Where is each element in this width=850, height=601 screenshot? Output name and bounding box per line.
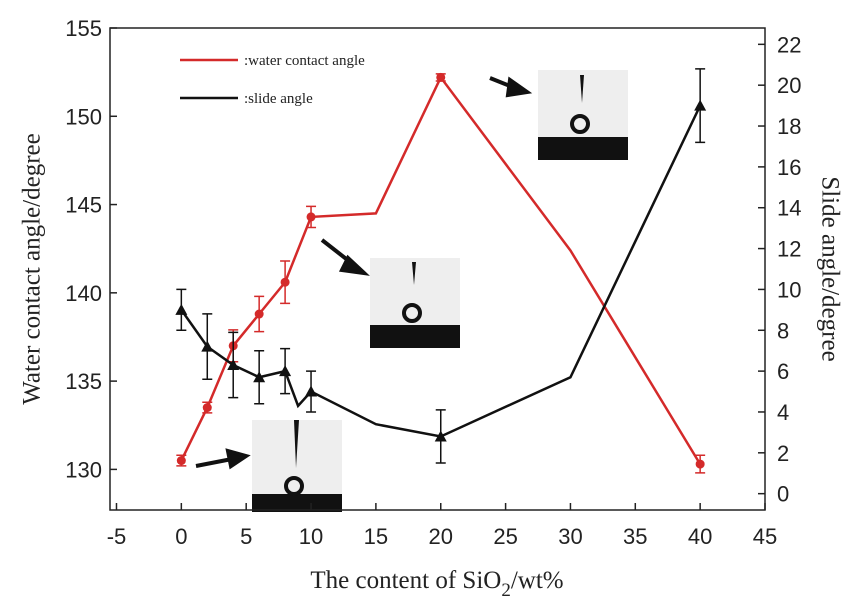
marker [202, 403, 212, 413]
x-tick-label: 40 [688, 524, 712, 549]
x-axis-label: The content of SiO2/wt% [310, 567, 563, 601]
x-tick-label: 35 [623, 524, 647, 549]
marker [227, 358, 240, 370]
y2-tick-label: 20 [777, 73, 801, 98]
series-line [180, 75, 702, 465]
marker [201, 340, 214, 352]
y2-tick-label: 0 [777, 482, 789, 507]
x-tick-label: 15 [364, 524, 388, 549]
marker [305, 385, 318, 397]
marker [306, 212, 316, 222]
inset-photo [252, 420, 342, 512]
legend-label: :water contact angle [244, 53, 365, 69]
x-tick-label: 5 [240, 524, 252, 549]
y2-tick-label: 22 [777, 32, 801, 57]
y-tick-label: 130 [65, 457, 102, 482]
y2-tick-label: 14 [777, 196, 801, 221]
marker [280, 277, 290, 287]
y2-tick-label: 6 [777, 359, 789, 384]
y-tick-label: 135 [65, 369, 102, 394]
y2-axis-label: Slide angle/degree [816, 176, 843, 361]
marker [254, 309, 264, 319]
plot-frame [109, 27, 766, 511]
y-tick-label: 155 [65, 16, 102, 41]
series-line [180, 105, 702, 438]
x-tick-label: 25 [493, 524, 517, 549]
y2-tick-label: 2 [777, 441, 789, 466]
y-tick-label: 140 [65, 281, 102, 306]
marker [436, 72, 446, 82]
marker [176, 456, 186, 466]
marker [694, 99, 707, 111]
x-tick-label: -5 [107, 524, 127, 549]
marker [279, 365, 292, 377]
inset-photo [370, 258, 460, 348]
arrow [195, 76, 533, 470]
y2-tick-label: 16 [777, 155, 801, 180]
x-tick-label: 20 [429, 524, 453, 549]
y2-tick-label: 12 [777, 237, 801, 262]
x-tick-label: 10 [299, 524, 323, 549]
legend-label: :slide angle [244, 91, 313, 107]
marker [175, 303, 188, 315]
y-tick-label: 150 [65, 104, 102, 129]
x-tick-label: 30 [558, 524, 582, 549]
y2-tick-label: 18 [777, 114, 801, 139]
marker [253, 371, 266, 383]
y2-tick-label: 4 [777, 400, 789, 425]
y-axis-label: Water contact angle/degree [19, 133, 46, 404]
y2-tick-label: 8 [777, 318, 789, 343]
marker [434, 430, 447, 442]
marker [695, 459, 705, 469]
inset-photo [538, 70, 628, 160]
y2-tick-label: 10 [777, 277, 801, 302]
x-tick-label: 0 [175, 524, 187, 549]
y-tick-label: 145 [65, 193, 102, 218]
x-tick-label: 45 [753, 524, 777, 549]
